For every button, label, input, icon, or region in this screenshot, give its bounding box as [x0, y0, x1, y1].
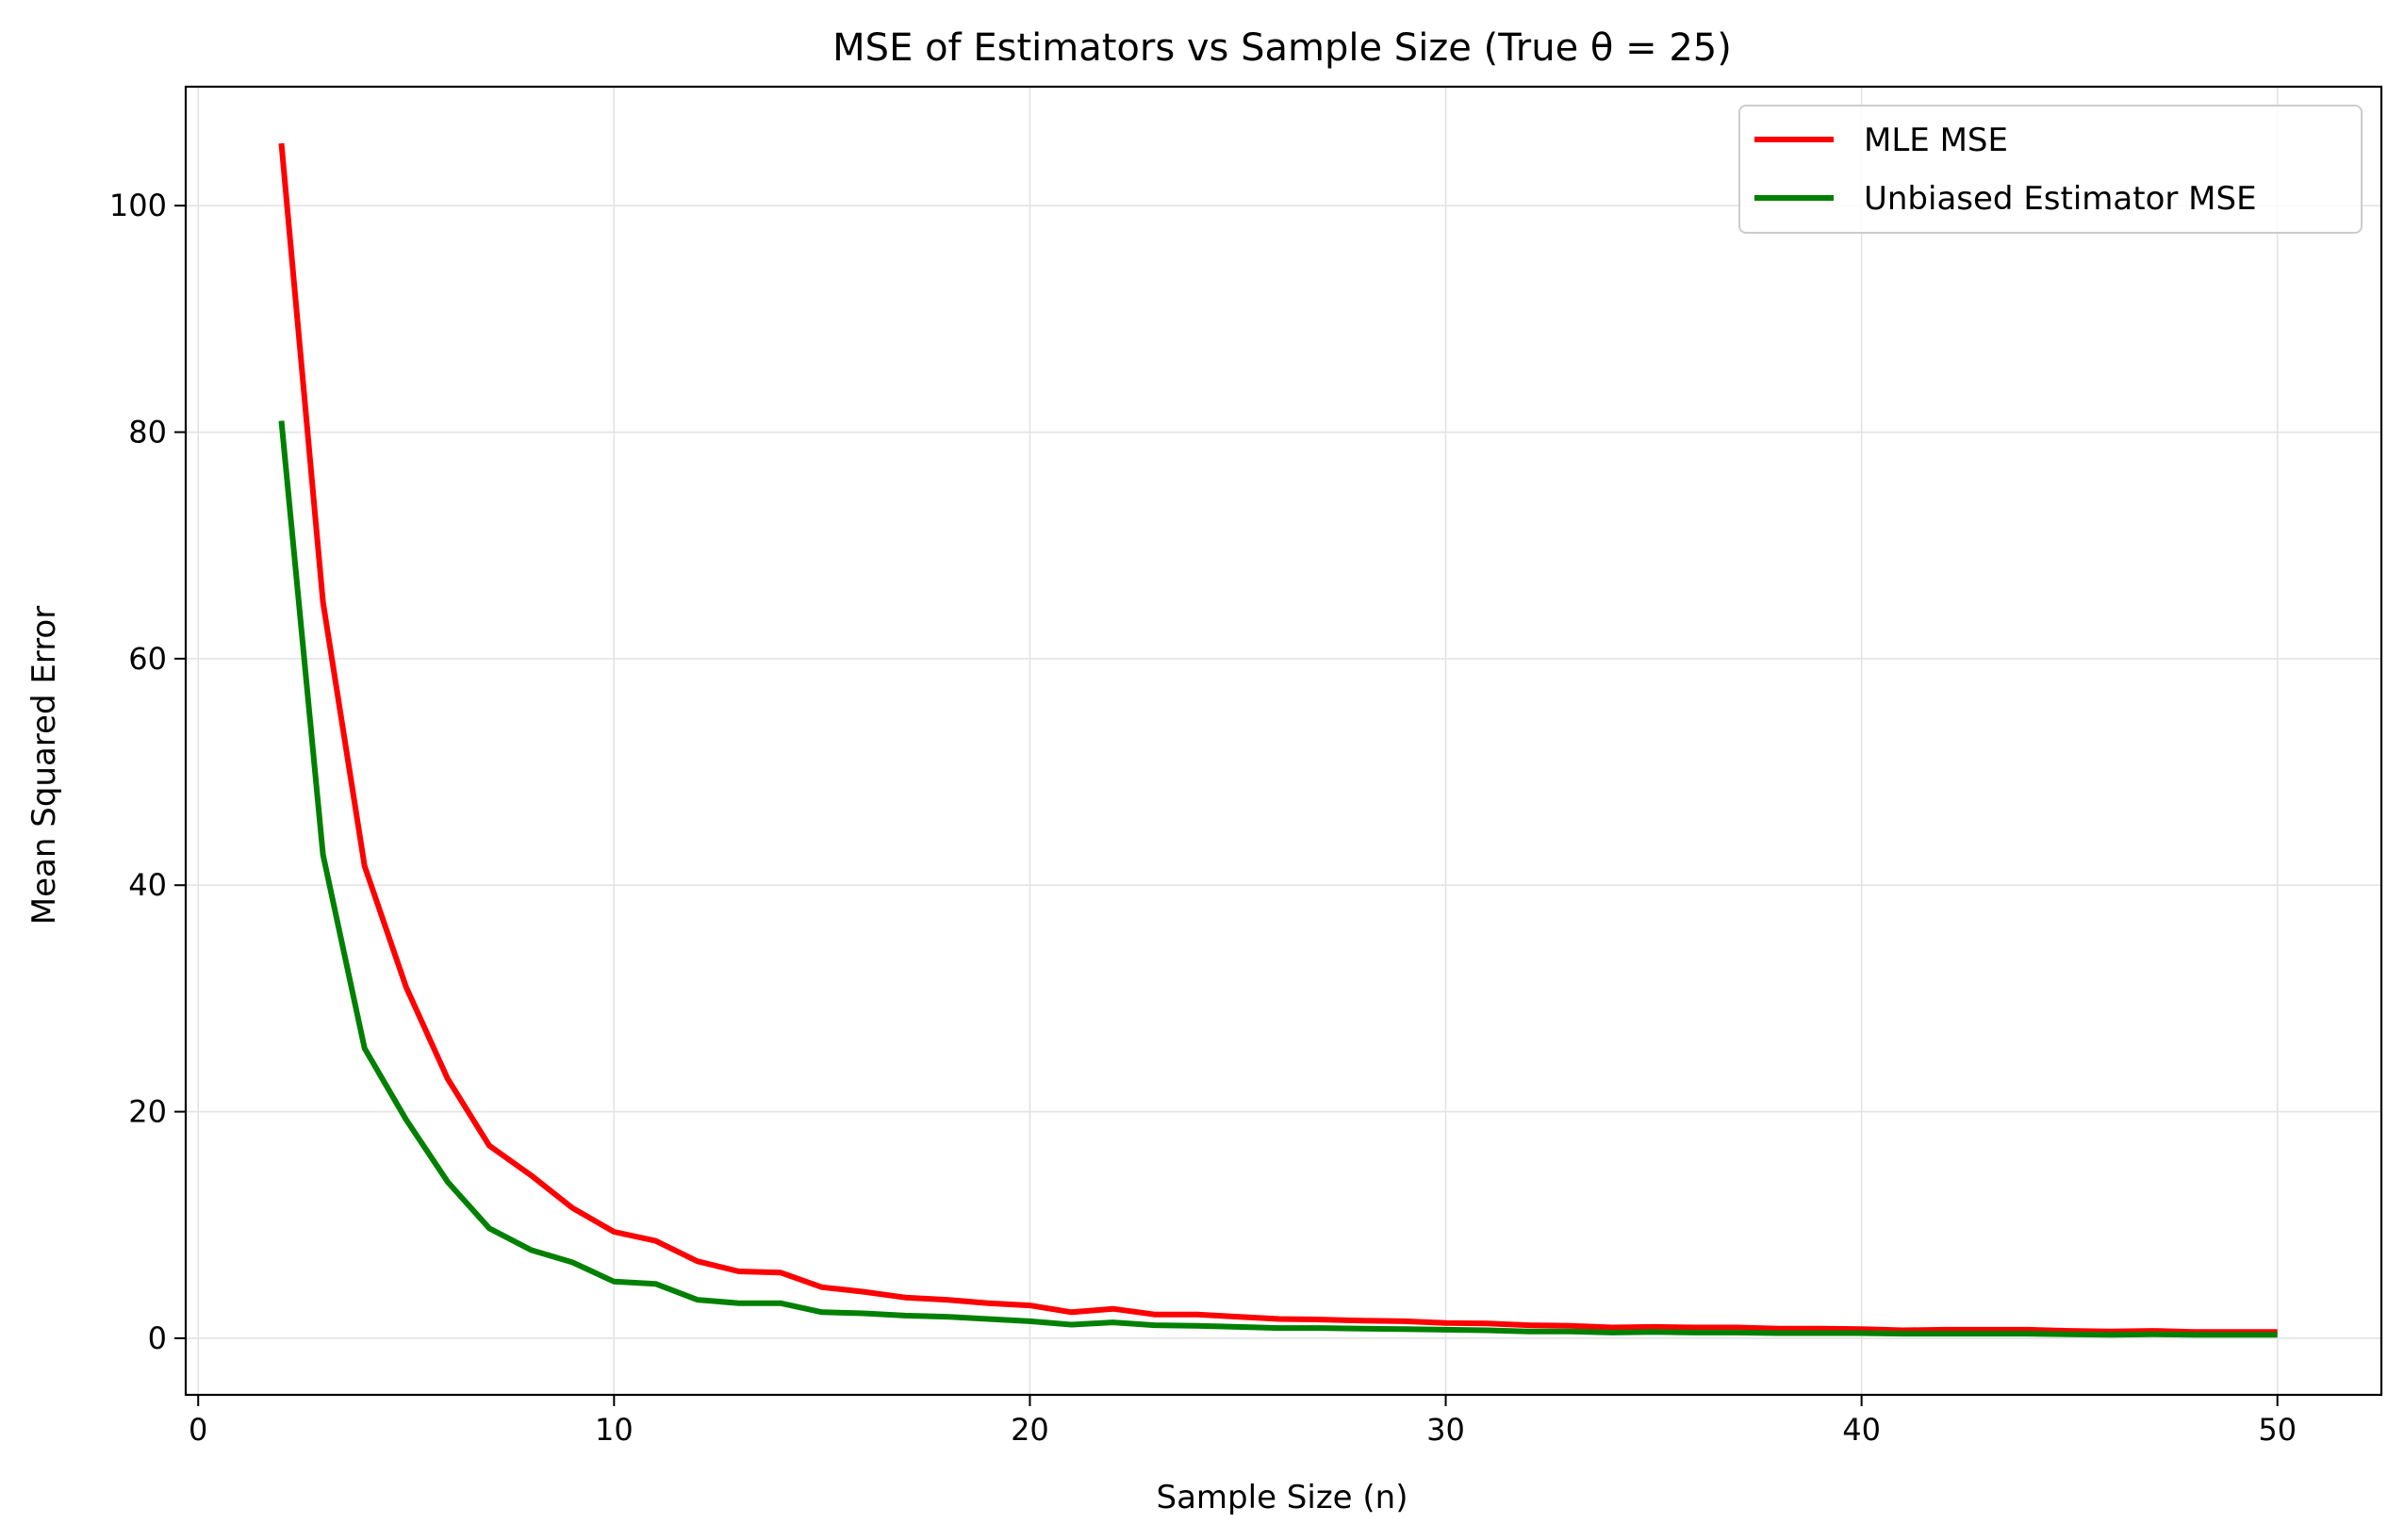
y-tick-label: 60	[128, 641, 167, 677]
x-tick-label: 50	[2258, 1412, 2297, 1448]
y-tick-label: 100	[109, 188, 167, 223]
ticks: 0 10 20 30 40 50 0 20 40 60 80 100	[109, 188, 2297, 1448]
y-tick-label: 0	[148, 1320, 167, 1356]
legend-box	[1738, 105, 2363, 234]
x-tick-label: 20	[1011, 1412, 1049, 1448]
legend-label-1: MLE MSE	[1864, 122, 2008, 159]
y-axis-label: Mean Squared Error	[25, 606, 63, 925]
grid	[186, 87, 2381, 1395]
series-layer	[278, 142, 2278, 1338]
legend: MLE MSE Unbiased Estimator MSE	[1738, 105, 2363, 234]
series-line-2	[278, 420, 2278, 1338]
series-line-1	[278, 142, 2278, 1335]
y-tick-label: 20	[128, 1094, 167, 1130]
legend-label-2: Unbiased Estimator MSE	[1864, 180, 2257, 218]
x-tick-label: 40	[1842, 1412, 1881, 1448]
y-tick-label: 80	[128, 415, 167, 451]
y-tick-label: 40	[128, 867, 167, 903]
x-axis-label: Sample Size (n)	[1157, 1479, 1408, 1516]
x-tick-label: 0	[189, 1412, 207, 1448]
chart-title: MSE of Estimators vs Sample Size (True θ…	[832, 26, 1732, 70]
plot-frame	[184, 85, 2383, 1397]
x-tick-label: 10	[595, 1412, 634, 1448]
x-tick-label: 30	[1426, 1412, 1465, 1448]
